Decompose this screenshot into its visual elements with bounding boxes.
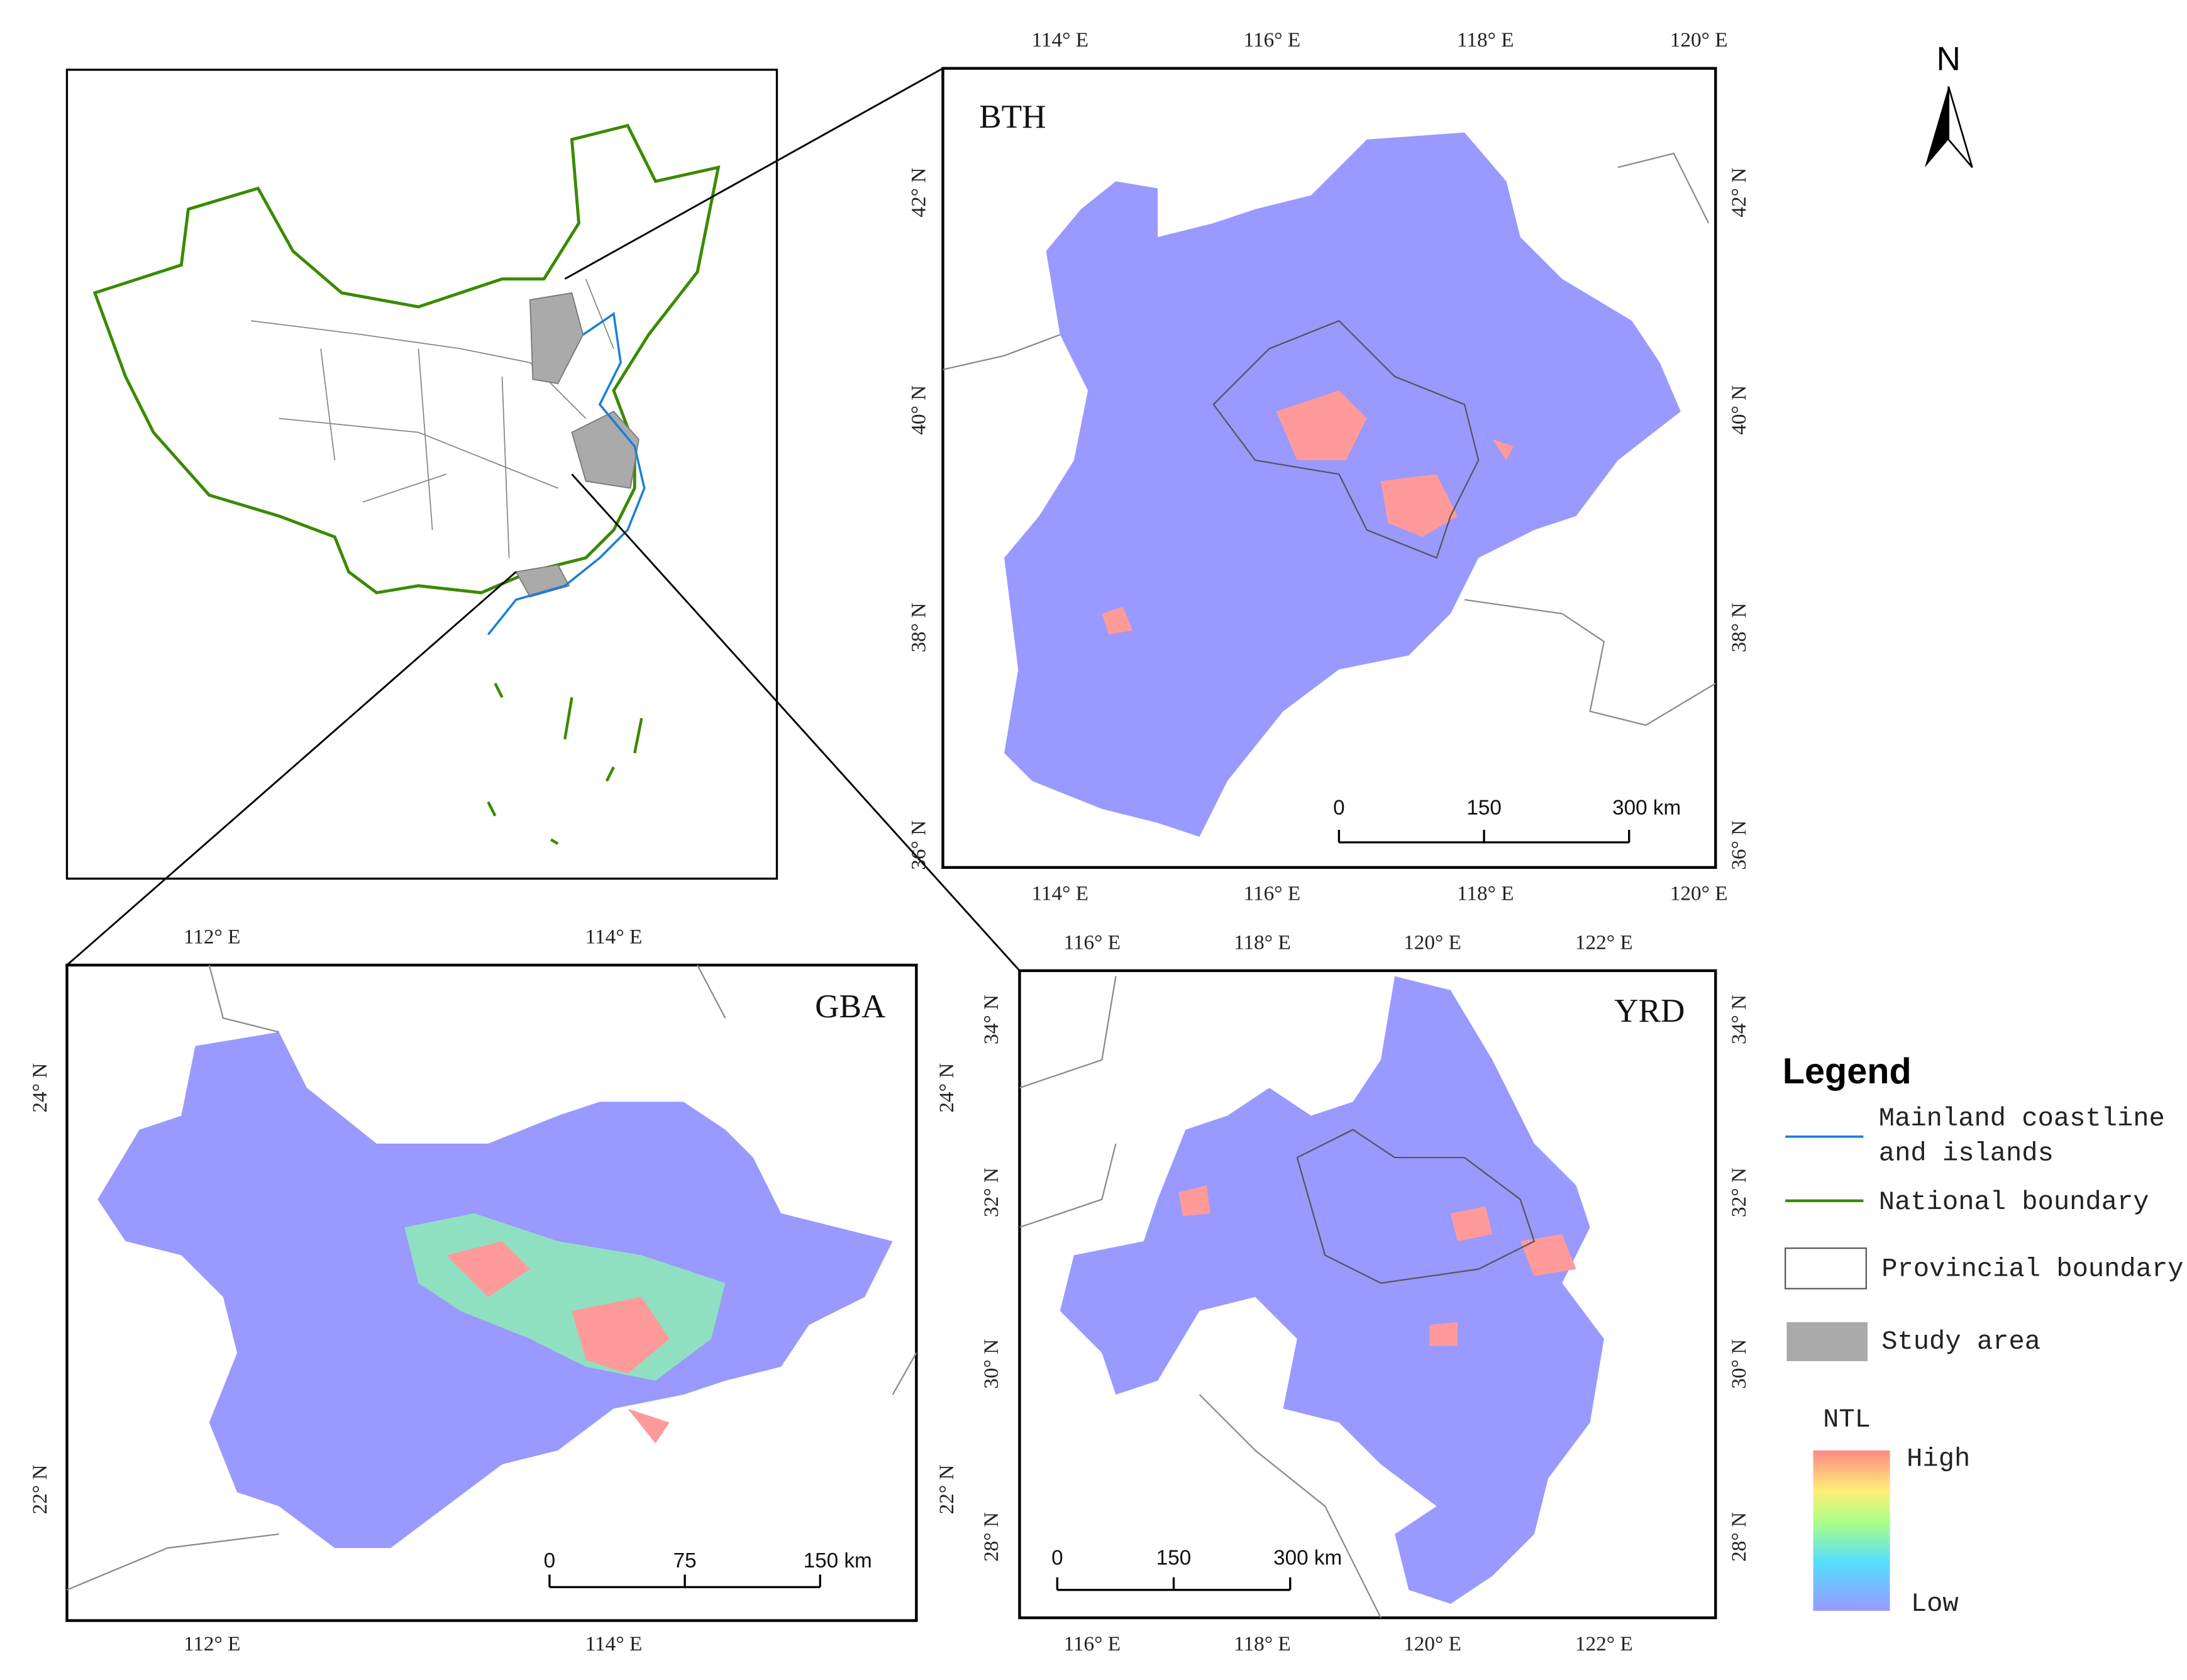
lat-tick-label: 34° N: [980, 995, 1003, 1044]
lon-tick-label: 118° E: [1234, 1632, 1291, 1655]
lat-tick-label: 24° N: [935, 1063, 958, 1113]
ntl-high: High: [1907, 1444, 1970, 1474]
lon-tick-label: 122° E: [1575, 1632, 1633, 1655]
lat-tick-label: 40° N: [907, 385, 931, 435]
lat-tick-label: 28° N: [1727, 1512, 1751, 1562]
lon-tick-label: 116° E: [1244, 28, 1301, 52]
lon-tick-label: 114° E: [585, 1632, 643, 1655]
legend-label: Study area: [1881, 1327, 2040, 1357]
lon-tick-label: 114° E: [1031, 28, 1088, 52]
lon-tick-label: 118° E: [1457, 28, 1514, 52]
lon-tick-label: 120° E: [1670, 28, 1728, 52]
scale-label: 150: [1466, 796, 1502, 819]
lon-tick-label: 120° E: [1404, 931, 1461, 954]
lat-tick-label: 32° N: [1727, 1168, 1751, 1217]
lon-tick-label: 120° E: [1670, 882, 1728, 905]
north-arrow: N: [1924, 41, 1973, 169]
legend-label: and islands: [1879, 1139, 2054, 1169]
lat-tick-label: 32° N: [980, 1168, 1003, 1217]
scale-label: 0: [1051, 1547, 1063, 1570]
panel-label: BTH: [979, 98, 1046, 135]
lon-tick-label: 116° E: [1244, 882, 1301, 905]
lat-tick-label: 30° N: [1727, 1339, 1751, 1389]
lat-tick-label: 22° N: [28, 1465, 52, 1515]
legend-label: Provincial boundary: [1881, 1254, 2183, 1285]
scale-label: 300 km: [1612, 796, 1681, 819]
yrd-map: [1018, 969, 1717, 1620]
panel-label: GBA: [815, 988, 886, 1025]
scale-label: 150 km: [804, 1549, 872, 1572]
lon-tick-label: 116° E: [1063, 1632, 1121, 1655]
lat-tick-label: 42° N: [907, 168, 931, 218]
ntl-title: NTL: [1823, 1405, 1871, 1435]
legend-title: Legend: [1783, 1051, 1912, 1091]
legend-label: Mainland coastline: [1879, 1103, 2165, 1134]
lon-tick-label: 120° E: [1404, 1632, 1461, 1655]
lat-tick-label: 34° N: [1727, 995, 1751, 1044]
lon-tick-label: 112° E: [184, 925, 241, 948]
lon-tick-label: 114° E: [1031, 882, 1088, 905]
legend-label: National boundary: [1879, 1187, 2149, 1217]
north-label: N: [1936, 41, 1960, 78]
lat-tick-label: 36° N: [1727, 821, 1751, 870]
legend: Legend Mainland coastline and islands Na…: [1783, 1051, 2184, 1619]
lat-tick-label: 30° N: [980, 1339, 1003, 1389]
overview-map: [65, 67, 1021, 971]
scale-label: 0: [544, 1549, 556, 1572]
lat-tick-label: 40° N: [1727, 385, 1751, 435]
lat-tick-label: 42° N: [1727, 168, 1751, 218]
lat-tick-label: 22° N: [935, 1465, 958, 1515]
lon-tick-label: 118° E: [1457, 882, 1514, 905]
gba-map: [65, 963, 918, 1622]
ntl-low: Low: [1911, 1589, 1959, 1619]
lon-tick-label: 122° E: [1575, 931, 1633, 954]
lon-tick-label: 116° E: [1063, 931, 1121, 954]
scale-label: 150: [1156, 1547, 1192, 1570]
panel-label: YRD: [1614, 992, 1685, 1029]
lat-tick-label: 38° N: [907, 603, 931, 653]
lat-tick-label: 38° N: [1727, 603, 1751, 653]
scale-label: 75: [673, 1549, 697, 1572]
lon-tick-label: 118° E: [1234, 931, 1291, 954]
bth-map: [941, 67, 1717, 869]
lat-tick-label: 28° N: [980, 1512, 1003, 1562]
scale-label: 300 km: [1273, 1547, 1342, 1570]
lat-tick-label: 36° N: [907, 821, 931, 870]
scale-label: 0: [1333, 796, 1345, 819]
lat-tick-label: 24° N: [28, 1063, 52, 1113]
lon-tick-label: 112° E: [184, 1632, 241, 1655]
lon-tick-label: 114° E: [585, 925, 643, 948]
